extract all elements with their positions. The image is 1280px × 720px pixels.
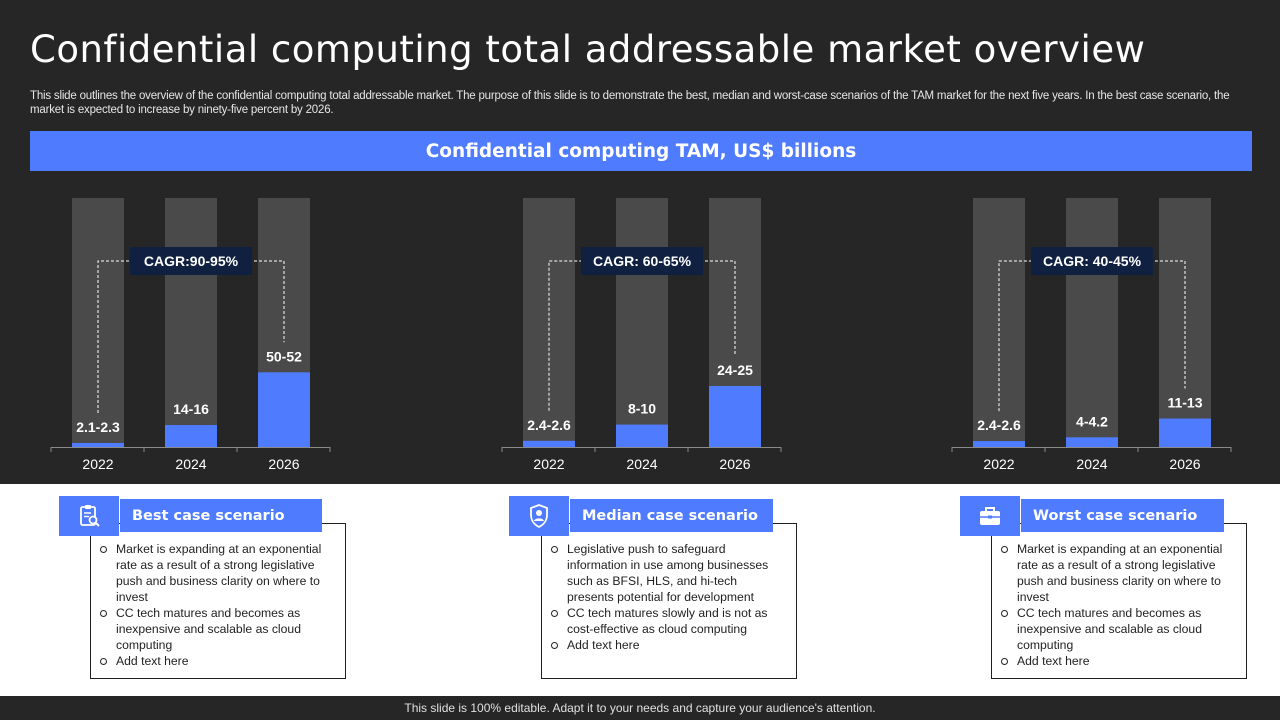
cagr-label: CAGR: 40-45% <box>1043 253 1142 269</box>
person-shield-icon <box>509 496 569 536</box>
x-tick-label: 2026 <box>268 456 299 472</box>
slide-title: Confidential computing total addressable… <box>30 28 1146 71</box>
x-tick-label: 2026 <box>719 456 750 472</box>
cagr-label: CAGR:90-95% <box>144 253 239 269</box>
bar-value-label: 8-10 <box>628 401 656 417</box>
chart-banner: Confidential computing TAM, US$ billions <box>30 131 1252 171</box>
best-case-header: Best case scenario <box>120 499 322 532</box>
worst-case-title: Worst case scenario <box>1033 507 1198 524</box>
bar-value-label: 11-13 <box>1167 395 1202 411</box>
best-case-card <box>90 523 346 679</box>
cagr-bracket-left <box>97 260 133 413</box>
briefcase-icon <box>960 496 1020 536</box>
list-item: Add text here <box>997 653 1232 669</box>
worst-case-bullets: Market is expanding at an exponential ra… <box>997 541 1232 669</box>
cagr-bracket-left <box>998 260 1034 412</box>
median-case-bullets: Legislative push to safeguard informatio… <box>547 541 782 653</box>
bar-value-label: 2.1-2.3 <box>76 419 120 435</box>
cagr-badge <box>130 247 252 275</box>
list-item: Market is expanding at an exponential ra… <box>96 541 331 605</box>
bar-value-label: 50-52 <box>266 348 302 364</box>
bar <box>616 424 668 447</box>
banner-title: Confidential computing TAM, US$ billions <box>425 140 857 162</box>
x-tick-label: 2022 <box>983 456 1014 472</box>
cagr-bracket-right <box>249 260 285 343</box>
worst-case-header: Worst case scenario <box>1021 499 1224 532</box>
cagr-bracket-right <box>1150 260 1186 389</box>
list-item: Add text here <box>96 653 331 669</box>
bar <box>258 372 310 447</box>
tam-charts: 2.1-2.3 2022 14-16 2024 50-52 2026 CAGR:90-95%… <box>50 198 1232 472</box>
worst-case-card <box>991 523 1247 679</box>
x-tick-label: 2024 <box>1076 456 1107 472</box>
best-case-bullets: Market is expanding at an exponential ra… <box>96 541 331 669</box>
slide-description: This slide outlines the overview of the … <box>30 90 1230 116</box>
bar-value-label: 4-4.2 <box>1076 413 1108 429</box>
bar <box>165 425 217 447</box>
list-item: Market is expanding at an exponential ra… <box>997 541 1232 605</box>
bar <box>1066 437 1118 447</box>
bar <box>709 385 761 447</box>
x-tick-label: 2026 <box>1169 456 1200 472</box>
list-item: CC tech matures and becomes as inexpensi… <box>997 605 1232 653</box>
median-case-title: Median case scenario <box>582 507 758 524</box>
bar-value-label: 14-16 <box>173 401 209 417</box>
bar <box>523 440 575 447</box>
best-case-title: Best case scenario <box>132 507 285 524</box>
cagr-label: CAGR: 60-65% <box>593 253 692 269</box>
slide-footer: This slide is 100% editable. Adapt it to… <box>0 696 1280 720</box>
list-item: Legislative push to safeguard informatio… <box>547 541 782 605</box>
bar-value-label: 24-25 <box>717 362 753 378</box>
cagr-badge <box>581 247 703 275</box>
list-item: CC tech matures and becomes as inexpensi… <box>96 605 331 653</box>
bar-track <box>1066 198 1118 447</box>
bar <box>973 441 1025 447</box>
median-case-header: Median case scenario <box>570 499 773 532</box>
x-tick-label: 2022 <box>533 456 564 472</box>
bar-track <box>165 198 217 447</box>
bar-value-label: 2.4-2.6 <box>527 417 571 433</box>
bar-track <box>616 198 668 447</box>
x-tick-label: 2024 <box>626 456 657 472</box>
bar <box>1159 418 1211 447</box>
list-item: Add text here <box>547 637 782 653</box>
bar-value-label: 2.4-2.6 <box>977 417 1021 433</box>
bar <box>72 443 124 447</box>
x-tick-label: 2024 <box>175 456 206 472</box>
x-tick-label: 2022 <box>82 456 113 472</box>
clipboard-search-icon <box>59 496 119 536</box>
cagr-bracket-right <box>700 260 736 356</box>
cagr-badge <box>1031 247 1153 275</box>
list-item: CC tech matures slowly and is not as cos… <box>547 605 782 637</box>
